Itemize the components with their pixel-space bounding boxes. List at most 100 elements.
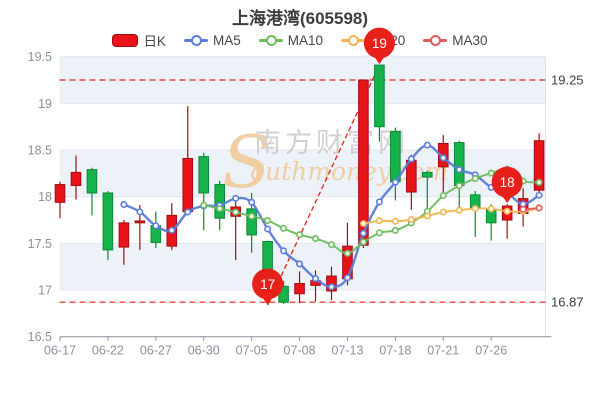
candle-body — [102, 192, 114, 251]
ma20-point — [487, 205, 495, 213]
ma5-point — [535, 191, 543, 199]
x-axis-label: 07-26 — [475, 344, 507, 358]
ma5-point — [455, 166, 463, 174]
watermark-text-en: outhmoney.com — [250, 157, 448, 186]
y-axis-label: 17.5 — [28, 237, 52, 251]
ma5-point — [407, 155, 415, 163]
x-axis-label: 07-21 — [427, 344, 459, 358]
candle-body — [70, 171, 82, 187]
ma10-point — [343, 249, 351, 257]
legend-label: 日K — [143, 34, 166, 49]
ma5-legend-icon — [183, 35, 208, 46]
ma30-point — [535, 204, 543, 212]
candle-body — [118, 222, 130, 248]
ma10-path — [202, 167, 541, 255]
ma10-line — [200, 165, 543, 257]
candlestick-legend-icon — [112, 33, 139, 47]
ma10-point — [232, 208, 240, 216]
watermark-letter: S — [222, 120, 271, 204]
page-title: 上海港湾(605598) — [231, 9, 369, 28]
ma5-point — [248, 198, 256, 206]
ma5-point — [120, 201, 128, 209]
ma10-point — [312, 235, 320, 243]
ma5-point — [391, 178, 399, 186]
y-axis-label: 19 — [38, 97, 52, 111]
ma10-legend-icon — [258, 35, 283, 46]
candle[interactable] — [86, 167, 98, 216]
x-axis-label: 07-13 — [331, 344, 363, 358]
ma5-point — [136, 208, 144, 216]
ma10-point — [248, 212, 256, 220]
candle[interactable] — [198, 152, 210, 231]
candle[interactable] — [374, 64, 385, 142]
y-axis-label: 17 — [38, 284, 52, 298]
ma20-legend-icon — [341, 35, 365, 46]
candle[interactable] — [102, 191, 114, 261]
ma20-point — [471, 205, 479, 213]
ma20-point — [391, 217, 399, 225]
ma20-point — [359, 220, 367, 228]
candle-body — [246, 208, 257, 236]
candle[interactable] — [294, 271, 305, 304]
x-axis-label: 06-22 — [92, 344, 124, 358]
x-axis-label: 07-18 — [379, 344, 411, 358]
candle[interactable] — [54, 181, 66, 219]
ma20-point — [503, 207, 511, 215]
ref-line-label: 16.87 — [551, 295, 584, 310]
x-axis-label: 07-08 — [284, 344, 316, 358]
ma10-point — [264, 217, 272, 225]
ma5-point — [168, 226, 176, 234]
legend-label: MA10 — [287, 32, 323, 48]
chart-legend: 日KMA5MA10MA20MA30 — [0, 30, 600, 50]
legend-item-日k[interactable]: 日K — [112, 30, 166, 50]
candle-body — [390, 130, 401, 183]
ma10-point — [359, 238, 367, 246]
ref-line-label: 19.25 — [551, 73, 584, 88]
candle-body — [422, 171, 433, 178]
candle[interactable] — [118, 220, 130, 265]
balloon-label: 19 — [372, 36, 387, 51]
legend-item-ma10[interactable]: MA10 — [258, 32, 323, 48]
ma10-point — [471, 175, 479, 183]
ma5-point — [343, 274, 351, 282]
ma5-point — [327, 283, 335, 291]
y-axis-label: 16.5 — [28, 330, 52, 344]
candle-body — [54, 184, 66, 203]
ma30-line — [519, 204, 543, 213]
watermark-text-cn: 南方财富网 — [254, 128, 409, 158]
ma10-point — [327, 241, 335, 249]
ma10-point — [200, 201, 208, 209]
y-axis-label: 18 — [38, 190, 52, 204]
balloon-label: 17 — [260, 277, 275, 292]
legend-ring — [348, 35, 359, 46]
y-axis-label: 18.5 — [28, 144, 52, 158]
y-axis-label: 19.5 — [28, 50, 52, 64]
candle-body — [198, 156, 210, 194]
legend-item-ma5[interactable]: MA5 — [183, 32, 241, 48]
ma5-point — [280, 247, 288, 255]
max-marker-balloon: 19 — [363, 27, 395, 65]
ma20-point — [455, 206, 463, 214]
candle[interactable] — [70, 155, 82, 200]
ma10-point — [280, 224, 288, 232]
candle-body — [86, 169, 98, 194]
legend-item-ma30[interactable]: MA30 — [423, 32, 488, 48]
ma20-point — [439, 208, 447, 216]
balloon-circle — [363, 27, 395, 59]
legend-label: MA30 — [452, 32, 488, 48]
legend-ring — [430, 35, 442, 46]
legend-ring — [190, 35, 202, 46]
x-axis-label: 06-17 — [44, 344, 76, 358]
plot-band — [59, 290, 546, 337]
ma10-point — [439, 192, 447, 200]
legend-label: MA5 — [212, 32, 241, 48]
ma10-point — [216, 205, 224, 213]
ma10-point — [296, 231, 304, 239]
ma10-point — [455, 182, 463, 190]
ma20-point — [407, 216, 415, 224]
ma5-point — [439, 154, 447, 162]
ma5-point — [152, 222, 160, 230]
ma10-point — [487, 169, 495, 177]
ma20-point — [375, 217, 383, 225]
